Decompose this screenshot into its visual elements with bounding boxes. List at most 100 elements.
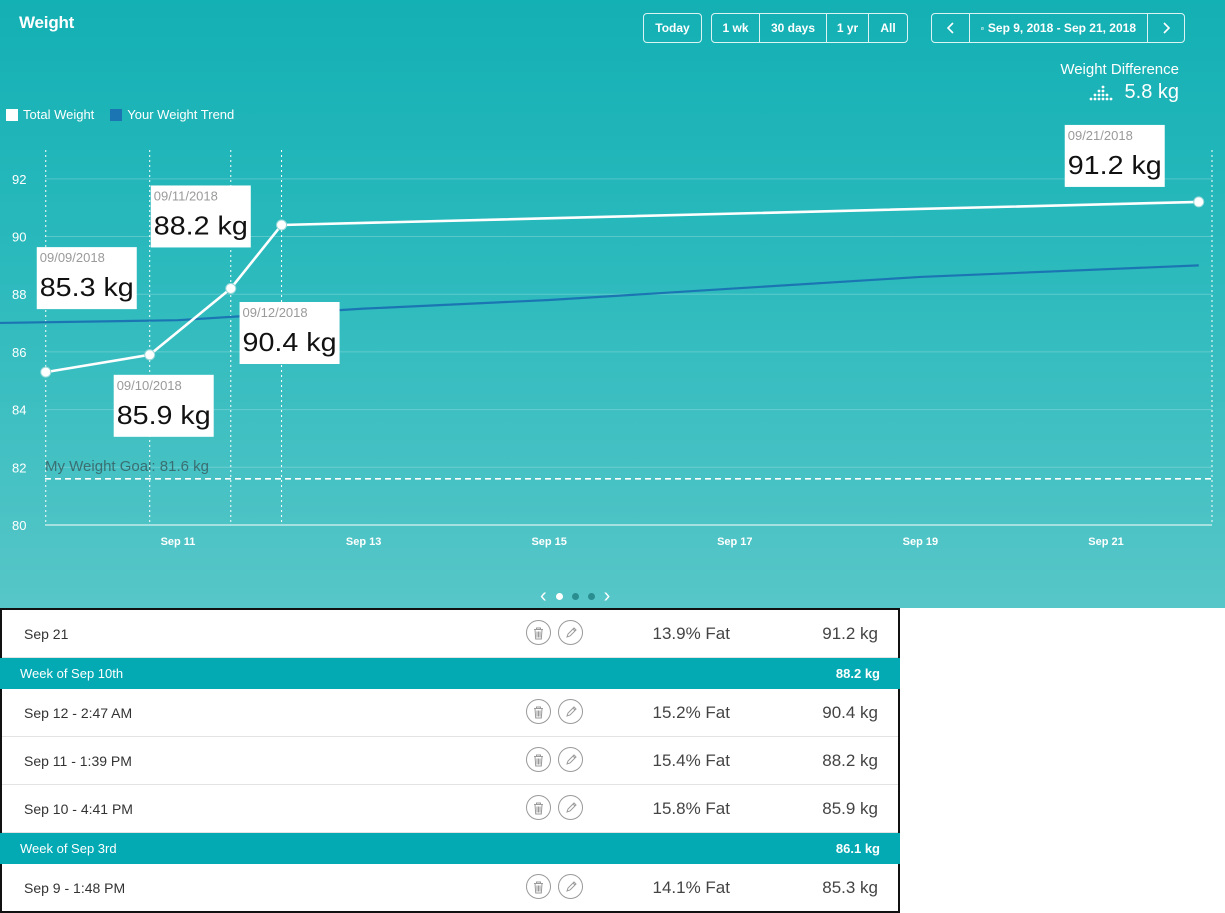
pencil-icon[interactable]: [558, 620, 583, 645]
data-point: [225, 282, 237, 294]
scale-dots-icon: [1089, 85, 1112, 100]
entry-weight: 88.2 kg: [822, 751, 878, 770]
y-tick-label: 92: [12, 172, 26, 187]
entry-fat: 15.4% Fat: [652, 751, 731, 770]
pencil-icon[interactable]: [558, 699, 583, 724]
weight-chart-panel: Weight Today 1 wk 30 days 1 yr All Sep 9…: [0, 0, 1225, 608]
range-all-button[interactable]: All: [880, 21, 896, 35]
next-range-button[interactable]: [1148, 14, 1184, 42]
chevron-right-icon: [1162, 22, 1170, 34]
legend-total-weight-label: Total Weight: [23, 107, 95, 122]
y-tick-label: 80: [12, 518, 26, 533]
trash-icon[interactable]: [526, 620, 551, 645]
trash-icon[interactable]: [526, 699, 551, 724]
date-range-button[interactable]: Sep 9, 2018 - Sep 21, 2018: [970, 14, 1148, 42]
carousel-dot-2[interactable]: [571, 592, 579, 600]
range-1wk-button[interactable]: 1 wk: [712, 14, 760, 42]
pencil-icon[interactable]: [558, 747, 583, 772]
week-weight: 88.2 kg: [835, 666, 880, 681]
today-button-group: Today: [643, 13, 702, 43]
entry-date: Sep 11 - 1:39 PM: [24, 753, 132, 769]
weight-entries-list: Sep 21 13.9% Fat 91.2 kg Week of Sep 10t…: [0, 608, 900, 913]
range-30days-button[interactable]: 30 days: [760, 14, 827, 42]
legend-swatch-trend: [110, 108, 123, 121]
week-header: Week of Sep 10th 88.2 kg: [0, 658, 900, 689]
legend-weight-trend[interactable]: Your Weight Trend: [110, 107, 234, 122]
range-1yr-button[interactable]: 1 yr: [827, 14, 869, 42]
today-button[interactable]: Today: [655, 21, 690, 35]
goal-label: My Weight Goal: 81.6 kg: [45, 458, 209, 475]
date-range-label: Sep 9, 2018 - Sep 21, 2018: [987, 21, 1136, 35]
trash-icon[interactable]: [526, 874, 551, 899]
date-range-nav: Sep 9, 2018 - Sep 21, 2018: [931, 13, 1185, 43]
y-tick-label: 82: [12, 460, 26, 475]
entry-date: Sep 12 - 2:47 AM: [24, 705, 133, 721]
tooltip-value: 85.3 kg: [40, 272, 134, 302]
pencil-icon[interactable]: [558, 795, 583, 820]
tooltip-date: 09/09/2018: [40, 250, 105, 265]
entry-weight: 85.3 kg: [822, 878, 878, 897]
data-point: [144, 349, 156, 361]
y-tick-label: 90: [12, 230, 26, 245]
x-tick-label: Sep 17: [717, 536, 752, 548]
carousel-dot-3[interactable]: [587, 592, 595, 600]
entry-date: Sep 21: [24, 626, 69, 642]
tooltip-date: 09/12/2018: [243, 305, 308, 320]
entry-date: Sep 10 - 4:41 PM: [24, 801, 133, 817]
entry-weight: 85.9 kg: [822, 799, 878, 818]
carousel-dot-1[interactable]: [555, 592, 563, 600]
legend-trend-label: Your Weight Trend: [127, 107, 235, 122]
entry-fat: 15.2% Fat: [652, 703, 731, 722]
tooltip-date: 09/10/2018: [117, 378, 182, 393]
tooltip-date: 09/21/2018: [1068, 128, 1133, 143]
tooltip-box: [113, 374, 214, 437]
entry-fat: 13.9% Fat: [652, 624, 731, 643]
entry-date: Sep 9 - 1:48 PM: [24, 880, 126, 896]
tooltip-value: 90.4 kg: [243, 327, 337, 357]
weight-difference: 5.8 kg: [1089, 81, 1179, 104]
y-tick-label: 88: [12, 287, 26, 302]
entry-row[interactable]: Sep 9 - 1:48 PM 14.1% Fat 85.3 kg: [2, 864, 898, 912]
tooltip-box: [36, 247, 137, 310]
week-header: Week of Sep 3rd 86.1 kg: [0, 833, 900, 864]
chevron-left-icon: [946, 22, 954, 34]
tooltip-value: 91.2 kg: [1068, 150, 1162, 180]
entry-fat: 15.8% Fat: [652, 799, 731, 818]
entry-row[interactable]: Sep 11 - 1:39 PM 15.4% Fat 88.2 kg: [2, 737, 898, 785]
data-point: [276, 219, 288, 231]
entry-row[interactable]: Sep 12 - 2:47 AM 15.2% Fat 90.4 kg: [2, 689, 898, 737]
legend-total-weight[interactable]: Total Weight: [6, 107, 94, 122]
carousel-prev-icon[interactable]: ‹: [540, 585, 547, 607]
entry-row[interactable]: Sep 10 - 4:41 PM 15.8% Fat 85.9 kg: [2, 785, 898, 833]
tooltip-box: [239, 302, 340, 364]
tooltip-box: [1064, 124, 1165, 187]
trash-icon[interactable]: [526, 747, 551, 772]
range-button-group: 1 wk 30 days 1 yr All: [711, 13, 908, 43]
trash-icon[interactable]: [526, 795, 551, 820]
data-point: [1193, 196, 1205, 208]
page-title: Weight: [19, 13, 75, 32]
x-tick-label: Sep 21: [1088, 536, 1123, 548]
trend-series-line: [0, 264, 1199, 325]
week-label: Week of Sep 10th: [20, 666, 124, 681]
calendar-icon: [981, 26, 984, 30]
entry-fat: 14.1% Fat: [652, 878, 731, 897]
weight-difference-value: 5.8 kg: [1124, 81, 1179, 103]
tooltip-date: 09/11/2018: [154, 188, 218, 203]
y-tick-label: 86: [12, 345, 26, 360]
data-point: [40, 366, 52, 378]
weight-difference-label: Weight Difference: [1060, 61, 1179, 78]
tooltip-box: [150, 185, 251, 248]
week-weight: 86.1 kg: [835, 841, 880, 856]
tooltip-value: 85.9 kg: [117, 400, 211, 430]
x-tick-label: Sep 13: [346, 536, 381, 548]
entry-weight: 90.4 kg: [822, 703, 878, 722]
pencil-icon[interactable]: [558, 874, 583, 899]
y-tick-label: 84: [12, 403, 26, 418]
x-tick-label: Sep 11: [161, 536, 196, 548]
legend-swatch-total: [6, 108, 18, 121]
carousel-next-icon[interactable]: ›: [603, 585, 611, 607]
prev-range-button[interactable]: [932, 14, 970, 42]
carousel-nav: ‹ ›: [540, 586, 610, 606]
entry-row[interactable]: Sep 21 13.9% Fat 91.2 kg: [2, 610, 898, 658]
